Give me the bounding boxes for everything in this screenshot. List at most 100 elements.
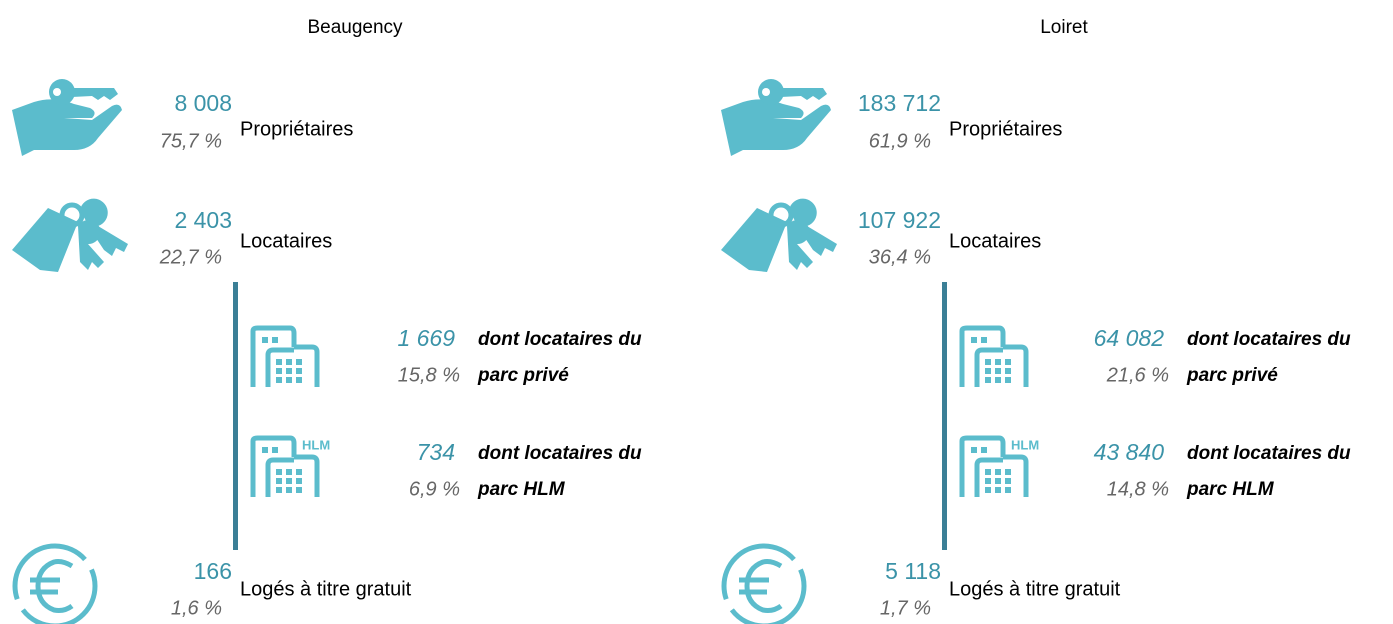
euro-sign (30, 559, 74, 613)
key-head (49, 79, 75, 105)
window (995, 478, 1001, 484)
window (1005, 478, 1011, 484)
window (995, 359, 1001, 365)
window (296, 469, 302, 475)
tag-icon (721, 208, 787, 272)
window (296, 377, 302, 383)
label: dont locataires du (1187, 443, 1351, 464)
building-icon (250, 325, 320, 387)
window (296, 478, 302, 484)
window (286, 487, 292, 493)
window (276, 487, 282, 493)
window (1005, 368, 1011, 374)
share: 14,8 % (1107, 478, 1169, 500)
window (985, 478, 991, 484)
count: 1 669 (397, 325, 455, 351)
key-blade (72, 88, 118, 100)
window (981, 337, 987, 343)
window (276, 368, 282, 374)
panel-title: Loiret (1040, 17, 1088, 38)
window (286, 469, 292, 475)
key-blade (781, 88, 827, 100)
label: parc privé (477, 365, 569, 386)
window (276, 359, 282, 365)
window (985, 359, 991, 365)
window (276, 478, 282, 484)
key2 (78, 220, 104, 270)
count: 734 (417, 439, 455, 465)
window (296, 487, 302, 493)
panel: Loiret HLM 183 712 61,9 % Propriétaires 107 9… (721, 17, 1351, 624)
hlm-tag: HLM (1011, 437, 1039, 452)
window (1005, 377, 1011, 383)
window (995, 368, 1001, 374)
label: Propriétaires (949, 118, 1062, 140)
label: Locataires (949, 230, 1041, 252)
count: 43 840 (1094, 439, 1165, 465)
label: Propriétaires (240, 118, 353, 140)
share: 6,9 % (409, 478, 460, 500)
hlm-tag: HLM (302, 437, 330, 452)
window (985, 487, 991, 493)
window (262, 447, 268, 453)
label: parc HLM (1186, 479, 1275, 500)
window (981, 447, 987, 453)
key-hole (53, 88, 61, 96)
count: 8 008 (174, 90, 232, 116)
key-head (758, 79, 784, 105)
euro-ring (721, 543, 807, 624)
window (1005, 487, 1011, 493)
ring (59, 202, 85, 228)
window (272, 337, 278, 343)
tag-icon (12, 208, 78, 272)
divider (233, 282, 238, 550)
building-icon (250, 435, 320, 497)
share: 1,6 % (171, 597, 222, 619)
panel: Beaugency HLM 8 008 75,7 % Propriétaires 2 40… (12, 17, 642, 624)
hand-icon (721, 99, 831, 156)
count: 107 922 (858, 207, 941, 233)
key1 (80, 198, 128, 256)
window (286, 368, 292, 374)
window (296, 368, 302, 374)
count: 64 082 (1094, 325, 1165, 351)
hand-icon (12, 99, 122, 156)
share: 22,7 % (159, 246, 222, 268)
window (296, 359, 302, 365)
window (276, 377, 282, 383)
window (971, 337, 977, 343)
label: dont locataires du (1187, 329, 1351, 350)
window (971, 447, 977, 453)
label: Logés à titre gratuit (949, 578, 1121, 600)
key-hole (762, 88, 770, 96)
label: Locataires (240, 230, 332, 252)
share: 36,4 % (869, 246, 931, 268)
window (262, 337, 268, 343)
key1 (789, 198, 837, 256)
euro-ring (12, 543, 98, 624)
euro-sign (739, 559, 783, 613)
count: 166 (194, 558, 232, 584)
label: parc privé (1186, 365, 1278, 386)
share: 15,8 % (398, 364, 460, 386)
key2 (787, 220, 813, 270)
window (985, 377, 991, 383)
share: 21,6 % (1106, 364, 1169, 386)
label: Logés à titre gratuit (240, 578, 412, 600)
label: dont locataires du (478, 443, 642, 464)
window (1005, 469, 1011, 475)
building-icon (959, 325, 1029, 387)
share: 61,9 % (869, 130, 931, 152)
window (1005, 359, 1011, 365)
window (286, 377, 292, 383)
label: parc HLM (477, 479, 566, 500)
label: dont locataires du (478, 329, 642, 350)
count: 183 712 (858, 90, 941, 116)
window (286, 359, 292, 365)
window (985, 469, 991, 475)
window (985, 368, 991, 374)
window (272, 447, 278, 453)
building-icon (959, 435, 1029, 497)
panel-title: Beaugency (307, 17, 403, 38)
